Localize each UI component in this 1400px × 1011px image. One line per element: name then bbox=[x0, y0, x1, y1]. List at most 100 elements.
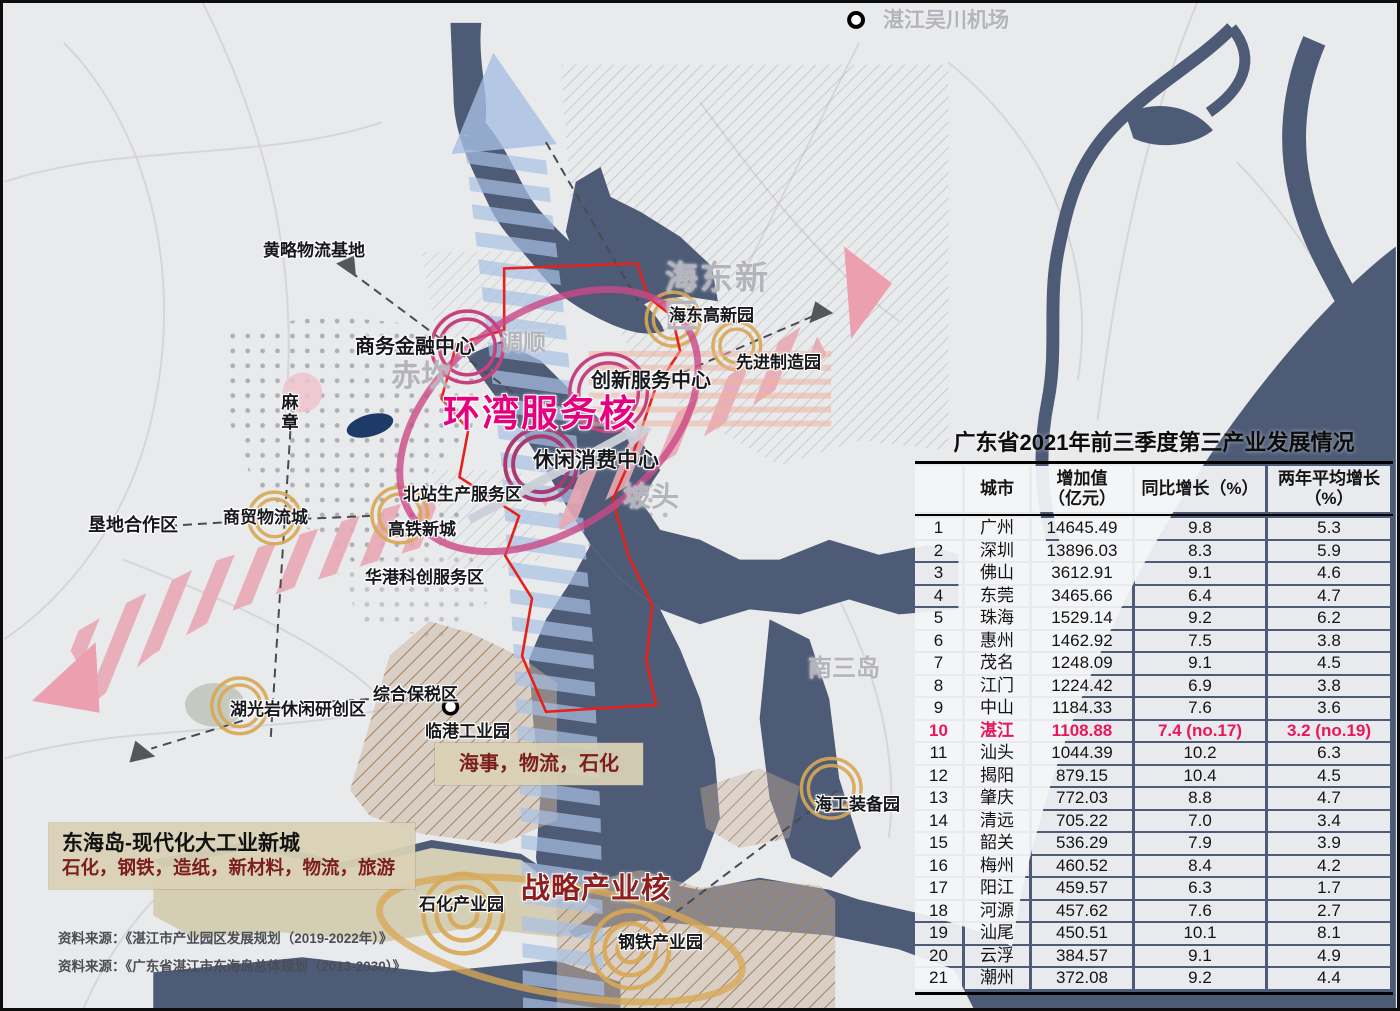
table-cell: 1184.33 bbox=[1032, 698, 1132, 719]
table-row: 13 肇庆 772.03 8.8 4.7 bbox=[915, 788, 1393, 809]
table-cell: 7.5 bbox=[1135, 630, 1265, 651]
table-header-cell: 城市 bbox=[965, 466, 1029, 512]
table-row: 14 清远 705.22 7.0 3.4 bbox=[915, 810, 1393, 831]
comprehensive-bonded-label: 综合保税区 bbox=[373, 685, 458, 704]
lingang-industries-text: 海事，物流，石化 bbox=[459, 752, 619, 775]
table-cell: 4.9 bbox=[1268, 945, 1390, 966]
blue-corridor-arrow bbox=[451, 52, 605, 1008]
table-cell: 5.9 bbox=[1268, 540, 1390, 561]
table-cell: 372.08 bbox=[1032, 968, 1132, 989]
red-boundary bbox=[440, 262, 682, 714]
table-cell: 广州 bbox=[965, 518, 1029, 539]
table-cell: 3465.66 bbox=[1032, 585, 1132, 606]
table-cell: 457.62 bbox=[1032, 900, 1132, 921]
airport-label: 湛江吴川机场 bbox=[883, 9, 1009, 32]
table-cell: 9.1 bbox=[1135, 653, 1265, 674]
table-cell: 14645.49 bbox=[1032, 518, 1132, 539]
table-cell: 4.5 bbox=[1268, 653, 1390, 674]
table-cell: 9 bbox=[915, 698, 962, 719]
mazhang-label: 麻章 bbox=[281, 393, 299, 432]
table-cell: 6.2 bbox=[1268, 608, 1390, 629]
table-row: 20 云浮 384.57 9.1 4.9 bbox=[915, 945, 1393, 966]
table-cell: 384.57 bbox=[1032, 945, 1132, 966]
table-row: 11 汕头 1044.39 10.2 6.3 bbox=[915, 743, 1393, 764]
blue-arrowhead bbox=[451, 52, 557, 155]
table-cell: 清远 bbox=[965, 810, 1029, 831]
leisure-consumption-center-label: 休闲消费中心 bbox=[533, 449, 659, 472]
table-cell: 13 bbox=[915, 788, 962, 809]
chikan-label: 赤坎 bbox=[391, 360, 451, 393]
table-cell: 9.1 bbox=[1135, 563, 1265, 584]
diaoshun-label: 调顺 bbox=[500, 329, 546, 355]
table-cell: 3 bbox=[915, 563, 962, 584]
table-cell: 6.3 bbox=[1268, 743, 1390, 764]
industry-table-body: 1 广州 14645.49 9.8 5.3 2 深圳 13896.03 8.3 5.9 3 佛山 361… bbox=[915, 518, 1393, 995]
nansandao-label: 南三岛 bbox=[808, 655, 880, 682]
huanglue-logistics-label: 黄略物流基地 bbox=[263, 241, 365, 260]
table-cell: 肇庆 bbox=[965, 788, 1029, 809]
table-cell: 汕尾 bbox=[965, 923, 1029, 944]
pink-arrowhead-ne bbox=[844, 246, 892, 339]
industry-table-title: 广东省2021年前三季度第三产业发展情况 bbox=[953, 430, 1355, 455]
table-row: 19 汕尾 450.51 10.1 8.1 bbox=[915, 923, 1393, 944]
table-cell: 6.4 bbox=[1135, 585, 1265, 606]
table-row: 10 湛江 1108.88 7.4 (no.17) 3.2 (no.19) bbox=[915, 720, 1393, 741]
table-cell: 1108.88 bbox=[1032, 720, 1132, 741]
lingang-industries-box: 海事，物流，石化 bbox=[435, 743, 643, 785]
table-cell: 7.9 bbox=[1135, 833, 1265, 854]
table-cell: 佛山 bbox=[965, 563, 1029, 584]
table-cell: 1.7 bbox=[1268, 878, 1390, 899]
table-cell: 8.8 bbox=[1135, 788, 1265, 809]
table-cell: 中山 bbox=[965, 698, 1029, 719]
table-cell: 8.4 bbox=[1135, 855, 1265, 876]
haidong-new-area-label: 海东新区 bbox=[665, 259, 770, 334]
table-cell: 茂名 bbox=[965, 653, 1029, 674]
table-row: 4 东莞 3465.66 6.4 4.7 bbox=[915, 585, 1393, 606]
steel-park-label: 钢铁产业园 bbox=[618, 933, 703, 952]
table-cell: 1 bbox=[915, 518, 962, 539]
table-cell: 4.7 bbox=[1268, 788, 1390, 809]
table-cell: 2 bbox=[915, 540, 962, 561]
table-cell: 18 bbox=[915, 900, 962, 921]
table-cell: 揭阳 bbox=[965, 765, 1029, 786]
table-cell: 879.15 bbox=[1032, 765, 1132, 786]
table-cell: 2.7 bbox=[1268, 900, 1390, 921]
table-cell: 3.8 bbox=[1268, 630, 1390, 651]
airport-icon bbox=[847, 10, 866, 29]
table-header-cell: 两年平均增长 （%） bbox=[1268, 466, 1390, 512]
table-row: 2 深圳 13896.03 8.3 5.9 bbox=[915, 540, 1393, 561]
table-cell: 4.7 bbox=[1268, 585, 1390, 606]
donghai-island-box: 东海岛-现代化大工业新城 石化，钢铁，造纸，新材料，物流，旅游 bbox=[49, 823, 415, 890]
table-cell: 15 bbox=[915, 833, 962, 854]
table-cell: 深圳 bbox=[965, 540, 1029, 561]
table-row: 21 潮州 372.08 9.2 4.4 bbox=[915, 968, 1393, 989]
table-cell: 14 bbox=[915, 810, 962, 831]
table-cell: 10 bbox=[915, 720, 962, 741]
table-row: 3 佛山 3612.91 9.1 4.6 bbox=[915, 563, 1393, 584]
table-cell: 东莞 bbox=[965, 585, 1029, 606]
table-cell: 5 bbox=[915, 608, 962, 629]
table-cell: 3.8 bbox=[1268, 675, 1390, 696]
table-row: 6 惠州 1462.92 7.5 3.8 bbox=[915, 630, 1393, 651]
table-cell: 河源 bbox=[965, 900, 1029, 921]
huguangyan-leisure-label: 湖光岩休闲研创区 bbox=[230, 700, 366, 719]
table-cell: 3.9 bbox=[1268, 833, 1390, 854]
table-cell: 7.4 (no.17) bbox=[1135, 720, 1265, 741]
table-cell: 4.6 bbox=[1268, 563, 1390, 584]
table-cell: 8 bbox=[915, 675, 962, 696]
hsr-new-town-label: 高铁新城 bbox=[388, 520, 456, 539]
table-cell: 1248.09 bbox=[1032, 653, 1132, 674]
park-rings bbox=[210, 290, 863, 1006]
table-cell: 17 bbox=[915, 878, 962, 899]
lingang-industrial-label: 临港工业园 bbox=[425, 722, 510, 741]
petrochemical-park-label: 石化产业园 bbox=[419, 895, 504, 914]
table-cell: 6.9 bbox=[1135, 675, 1265, 696]
source-line-1: 资料来源：《湛江市产业园区发展规划（2019-2022年）》 bbox=[58, 931, 393, 946]
table-cell: 3612.91 bbox=[1032, 563, 1132, 584]
table-cell: 4.5 bbox=[1268, 765, 1390, 786]
table-cell: 10.1 bbox=[1135, 923, 1265, 944]
table-cell: 16 bbox=[915, 855, 962, 876]
donghai-box-title: 东海岛-现代化大工业新城 bbox=[62, 832, 300, 855]
table-cell: 9.8 bbox=[1135, 518, 1265, 539]
